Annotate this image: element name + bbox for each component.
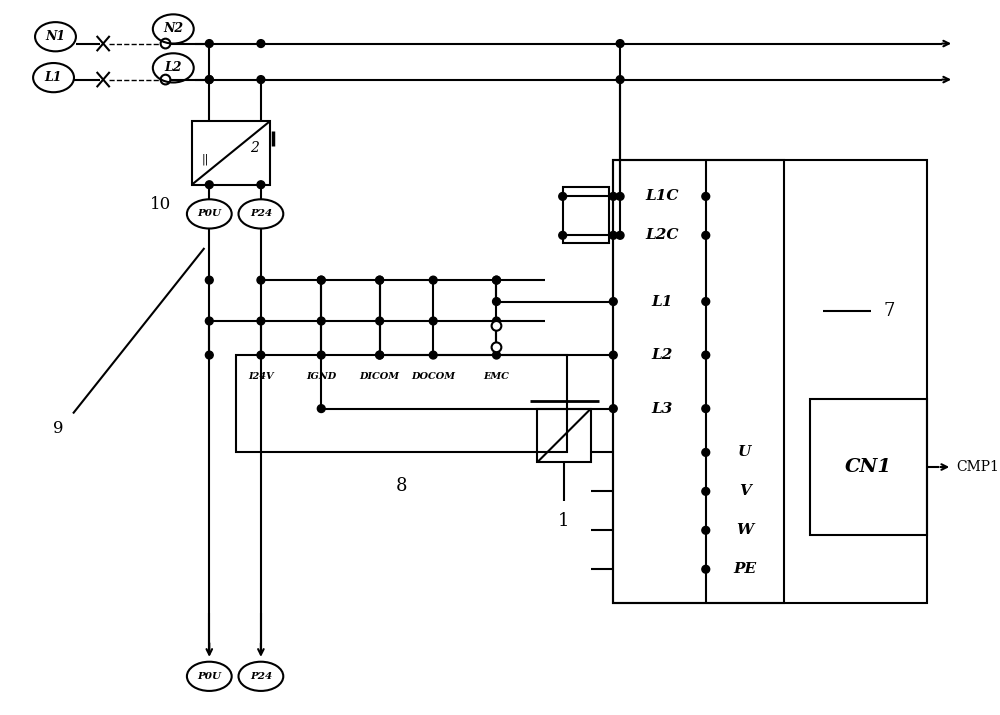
Text: I24V: I24V — [248, 372, 274, 381]
Text: DICOM: DICOM — [360, 372, 400, 381]
Circle shape — [609, 232, 617, 240]
Circle shape — [376, 317, 384, 325]
Circle shape — [609, 405, 617, 413]
Bar — [810, 399, 927, 535]
Circle shape — [493, 297, 500, 305]
Circle shape — [257, 351, 265, 359]
Circle shape — [205, 76, 213, 84]
Circle shape — [616, 192, 624, 200]
Text: EMC: EMC — [484, 372, 509, 381]
Circle shape — [205, 39, 213, 47]
Text: L3: L3 — [651, 402, 673, 415]
Text: L1: L1 — [651, 295, 673, 309]
Text: PE: PE — [733, 562, 756, 576]
Text: DOCOM: DOCOM — [411, 372, 455, 381]
Circle shape — [317, 351, 325, 359]
Circle shape — [609, 351, 617, 359]
Circle shape — [317, 317, 325, 325]
Text: 7: 7 — [884, 302, 895, 320]
Circle shape — [702, 448, 710, 456]
Circle shape — [702, 297, 710, 305]
Circle shape — [205, 76, 213, 84]
Text: ||: || — [202, 154, 209, 165]
Text: L2: L2 — [165, 61, 182, 74]
Circle shape — [493, 276, 500, 284]
Circle shape — [205, 351, 213, 359]
Text: CMP1: CMP1 — [956, 460, 999, 474]
Text: L2: L2 — [651, 348, 673, 362]
Text: IGND: IGND — [306, 372, 336, 381]
Circle shape — [616, 232, 624, 240]
Circle shape — [493, 276, 500, 284]
Circle shape — [429, 317, 437, 325]
Circle shape — [559, 192, 567, 200]
Text: 2: 2 — [250, 141, 259, 155]
Circle shape — [161, 74, 170, 84]
Text: W: W — [736, 523, 753, 537]
Text: L1C: L1C — [645, 189, 679, 203]
Circle shape — [616, 39, 624, 47]
Circle shape — [205, 276, 213, 284]
Text: 1: 1 — [558, 511, 569, 530]
Text: P24: P24 — [250, 209, 272, 218]
Circle shape — [702, 192, 710, 200]
Circle shape — [616, 76, 624, 84]
Circle shape — [205, 181, 213, 189]
Circle shape — [376, 276, 384, 284]
Text: V: V — [739, 484, 751, 498]
Circle shape — [257, 317, 265, 325]
Circle shape — [205, 317, 213, 325]
Circle shape — [493, 351, 500, 359]
Text: P0U: P0U — [197, 672, 221, 681]
Circle shape — [376, 351, 384, 359]
Text: CN1: CN1 — [845, 458, 892, 476]
Text: 8: 8 — [395, 478, 407, 495]
Circle shape — [702, 566, 710, 573]
Circle shape — [257, 181, 265, 189]
Circle shape — [317, 276, 325, 284]
Circle shape — [376, 351, 384, 359]
Circle shape — [609, 297, 617, 305]
Circle shape — [161, 39, 170, 49]
Bar — [613, 160, 784, 603]
Text: U: U — [738, 445, 751, 460]
Circle shape — [609, 192, 617, 200]
Text: P24: P24 — [250, 672, 272, 681]
Circle shape — [376, 276, 384, 284]
Circle shape — [429, 276, 437, 284]
Bar — [613, 160, 927, 603]
Circle shape — [317, 405, 325, 413]
Text: 10: 10 — [150, 196, 171, 212]
Circle shape — [429, 351, 437, 359]
Text: N2: N2 — [163, 22, 183, 36]
Circle shape — [257, 276, 265, 284]
Text: N1: N1 — [45, 30, 66, 43]
Circle shape — [702, 351, 710, 359]
Text: 9: 9 — [53, 420, 64, 437]
Text: L1: L1 — [45, 71, 62, 84]
Circle shape — [702, 526, 710, 534]
Circle shape — [492, 321, 501, 331]
Text: P0U: P0U — [197, 209, 221, 218]
Text: L2C: L2C — [645, 228, 679, 242]
Bar — [537, 408, 591, 462]
Circle shape — [317, 276, 325, 284]
Circle shape — [702, 488, 710, 495]
Bar — [236, 355, 567, 453]
Circle shape — [559, 232, 567, 240]
Circle shape — [257, 76, 265, 84]
Circle shape — [702, 232, 710, 240]
Bar — [192, 122, 270, 184]
Bar — [563, 187, 609, 243]
Circle shape — [702, 405, 710, 413]
Circle shape — [492, 342, 501, 352]
Circle shape — [257, 39, 265, 47]
Circle shape — [493, 317, 500, 325]
